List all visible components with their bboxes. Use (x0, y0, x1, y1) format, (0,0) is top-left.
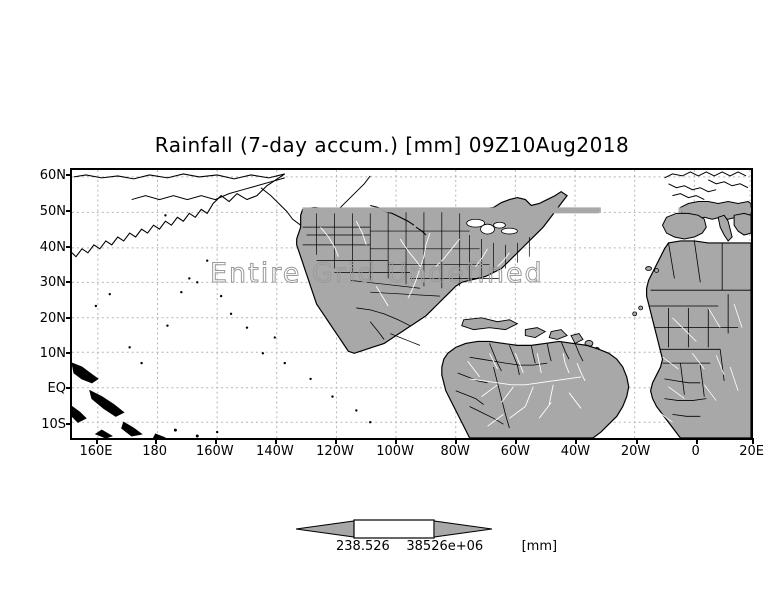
page-title: Rainfall (7-day accum.) [mm] 09Z10Aug201… (154, 133, 630, 157)
y-axis: 60N 50N 40N 30N 20N 10N EQ 10S (22, 168, 72, 440)
africa-borders (648, 240, 751, 417)
x-tick-180: 180 (125, 438, 185, 459)
y-tick-40n: 40N (22, 239, 72, 255)
y-tick-20n: 20N (22, 310, 72, 326)
y-tick-30n: 30N (22, 274, 72, 290)
x-tick-mark (214, 438, 217, 444)
x-tick-mark (455, 438, 458, 444)
landmasses (72, 171, 751, 438)
south-america-borders (455, 341, 584, 429)
y-tick-label: 60N (39, 168, 66, 184)
y-tick-10n: 10N (22, 345, 72, 361)
x-tick-mark (575, 438, 578, 444)
y-tick-label: EQ (47, 381, 66, 397)
y-tick-60n: 60N (22, 168, 72, 184)
south-america-land (441, 340, 630, 438)
atlantic-islands (632, 266, 659, 317)
x-axis: 160E 180 160W 140W 120W 100W 80W 60W 40W 20W 0 20E (70, 438, 764, 464)
y-tick-mark (66, 387, 72, 390)
y-tick-label: 30N (39, 274, 66, 290)
map-plot-area[interactable] (70, 168, 753, 440)
y-tick-label: 40N (39, 239, 66, 255)
y-tick-label: 50N (39, 203, 66, 219)
x-tick-60w: 60W (485, 438, 545, 459)
y-tick-mark (66, 245, 72, 248)
y-tick-10s: 10S (22, 416, 72, 432)
x-tick-mark (751, 438, 754, 444)
great-lakes (466, 218, 518, 235)
x-tick-mark (274, 438, 277, 444)
x-tick-mark (695, 438, 698, 444)
x-tick-mark (95, 438, 98, 444)
y-tick-eq: EQ (22, 381, 72, 397)
europe-shading-band (678, 207, 751, 213)
south-america-rivers (467, 353, 586, 427)
north-america-land (296, 190, 568, 354)
x-tick-120w: 120W (305, 438, 365, 459)
colorbar-left-arrow (296, 520, 355, 538)
y-tick-label: 10N (39, 345, 66, 361)
x-tick-80w: 80W (425, 438, 485, 459)
aleutian-arc (131, 177, 285, 201)
y-tick-mark (66, 280, 72, 283)
colorbar[interactable] (296, 516, 492, 542)
x-tick-140w: 140W (245, 438, 305, 459)
x-tick-mark (154, 438, 157, 444)
y-tick-mark (66, 351, 72, 354)
colorbar-labels: 238.526 38526e+06 [mm] (240, 539, 560, 557)
africa-rivers (656, 303, 743, 423)
colorbar-level-label: 238.526 (336, 539, 390, 554)
iberia-land (661, 212, 707, 240)
x-tick-160e: 160E (66, 438, 126, 459)
x-tick-0: 0 (666, 438, 726, 459)
y-tick-mark (66, 316, 72, 319)
map-canvas (72, 170, 751, 438)
south-pacific-specks (173, 428, 219, 438)
central-america-borders (356, 307, 421, 346)
x-tick-mark (395, 438, 398, 444)
sw-pacific-land (72, 362, 166, 438)
x-tick-20w: 20W (606, 438, 666, 459)
na-rivers (320, 221, 510, 307)
pacific-islands (94, 214, 372, 424)
x-tick-160w: 160W (185, 438, 245, 459)
y-tick-label: 10S (41, 416, 66, 432)
colorbar-right-arrow (433, 520, 492, 538)
italy-land (717, 214, 733, 242)
x-tick-20e: 20E (722, 438, 782, 459)
y-tick-mark (66, 209, 72, 212)
y-tick-mark (66, 174, 72, 177)
x-tick-mark (335, 438, 337, 444)
y-tick-label: 20N (39, 310, 66, 326)
colorbar-unit-label: [mm] (521, 539, 558, 554)
north-shading-band (302, 207, 601, 213)
x-tick-mark (635, 438, 638, 444)
x-tick-100w: 100W (365, 438, 425, 459)
colorbar-center-box (353, 519, 435, 539)
x-tick-40w: 40W (545, 438, 605, 459)
colorbar-level-label: 38526e+06 (406, 539, 484, 554)
x-tick-mark (515, 438, 518, 444)
y-tick-mark (66, 422, 72, 425)
colorbar-svg (296, 519, 492, 539)
europe-coastline (664, 171, 749, 200)
alaska-coastline (72, 173, 286, 258)
balkans-land (733, 212, 751, 236)
y-tick-50n: 50N (22, 203, 72, 219)
